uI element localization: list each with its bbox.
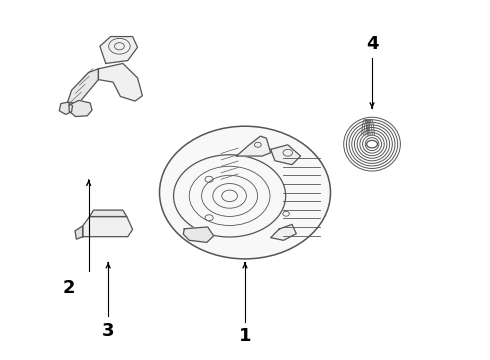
Polygon shape [100,37,138,63]
Polygon shape [270,224,296,240]
Polygon shape [270,145,300,165]
Polygon shape [90,210,127,217]
Circle shape [173,155,286,237]
Polygon shape [183,227,214,242]
Text: 2: 2 [63,279,75,297]
Text: 1: 1 [239,327,251,345]
Polygon shape [59,102,73,114]
Polygon shape [83,217,133,237]
Polygon shape [98,63,143,101]
Polygon shape [237,136,270,156]
Polygon shape [75,226,83,239]
Polygon shape [69,100,92,117]
Text: 4: 4 [366,35,378,53]
Text: 3: 3 [102,321,115,339]
Polygon shape [68,69,98,103]
Ellipse shape [159,126,331,259]
